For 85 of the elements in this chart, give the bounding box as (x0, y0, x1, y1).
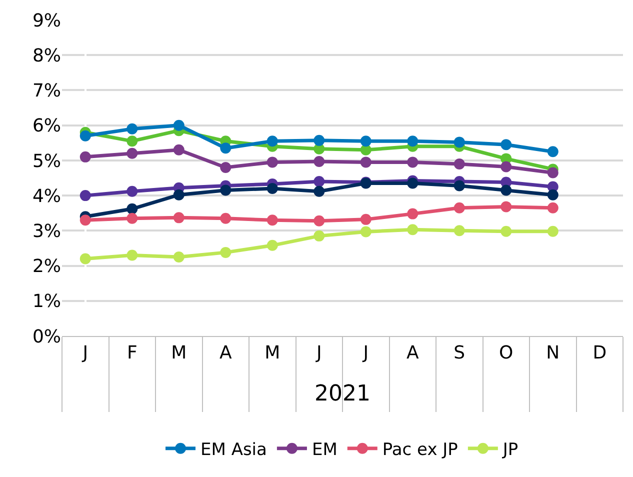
x-tick-label: J (82, 342, 88, 364)
point (80, 190, 91, 202)
y-tick-label: 2% (32, 256, 61, 278)
x-tick-label: J (315, 342, 322, 364)
point (454, 202, 465, 214)
point (547, 146, 558, 158)
point (314, 156, 325, 167)
point (360, 136, 372, 147)
x-tick-label: J (362, 342, 369, 364)
point (500, 201, 512, 212)
point (266, 240, 278, 251)
point (80, 151, 91, 162)
point (500, 161, 512, 172)
point (173, 189, 184, 200)
point (454, 158, 465, 170)
point (126, 136, 138, 147)
point (126, 148, 138, 159)
point (407, 224, 418, 236)
legend-label: EM (312, 440, 338, 460)
point (314, 215, 325, 226)
point (314, 176, 325, 188)
y-tick-label: 8% (32, 45, 61, 66)
y-tick-label: 9% (32, 10, 61, 32)
point (407, 136, 418, 147)
x-tick-label: D (592, 342, 607, 364)
x-tick-label: A (406, 342, 420, 364)
point (266, 214, 278, 226)
y-tick-label: 5% (32, 150, 61, 172)
point (173, 212, 184, 224)
point (500, 226, 512, 237)
point (80, 130, 91, 142)
point (454, 136, 465, 148)
point (266, 156, 278, 168)
point (360, 214, 372, 225)
point (360, 144, 372, 156)
legend-label: Pac ex JP (382, 440, 458, 460)
x-tick-label: M (264, 342, 280, 364)
point (173, 120, 184, 131)
y-tick-label: 4% (32, 186, 61, 207)
point (220, 142, 232, 154)
point (407, 208, 418, 220)
legend-label: EM Asia (200, 440, 267, 460)
point (547, 202, 558, 214)
y-tick-label: 3% (32, 220, 61, 242)
point (314, 230, 325, 242)
point (547, 167, 558, 178)
point (547, 189, 558, 200)
point (547, 226, 558, 237)
y-tick-label: 6% (32, 116, 61, 137)
x-tick-label: O (499, 342, 514, 364)
point (314, 186, 325, 197)
point (314, 134, 325, 146)
x-tick-label: A (219, 342, 232, 364)
point (220, 162, 232, 173)
x-tick-label: S (454, 342, 466, 364)
y-tick-label: 1% (32, 291, 61, 312)
point (220, 184, 232, 196)
x-tick-label: N (546, 342, 560, 364)
point (454, 180, 465, 192)
x-axis-title: 2021 (314, 382, 370, 406)
y-tick-label: 7% (32, 80, 61, 102)
point (407, 178, 418, 189)
point (500, 139, 512, 150)
point (266, 183, 278, 194)
point (126, 186, 138, 197)
point (80, 253, 91, 264)
legend-label: JP (502, 440, 518, 460)
point (80, 214, 91, 226)
x-tick-label: M (171, 342, 187, 364)
point (126, 250, 138, 261)
point (360, 226, 372, 238)
point (126, 212, 138, 224)
point (407, 156, 418, 168)
point (500, 184, 512, 196)
point (173, 144, 184, 156)
point (454, 225, 465, 236)
y-tick-label: 0% (32, 326, 61, 348)
point (220, 246, 232, 258)
point (126, 203, 138, 214)
point (173, 252, 184, 262)
x-tick-label: F (126, 342, 138, 364)
point (360, 156, 372, 168)
point (220, 212, 232, 224)
point (126, 123, 138, 134)
point (266, 136, 278, 147)
